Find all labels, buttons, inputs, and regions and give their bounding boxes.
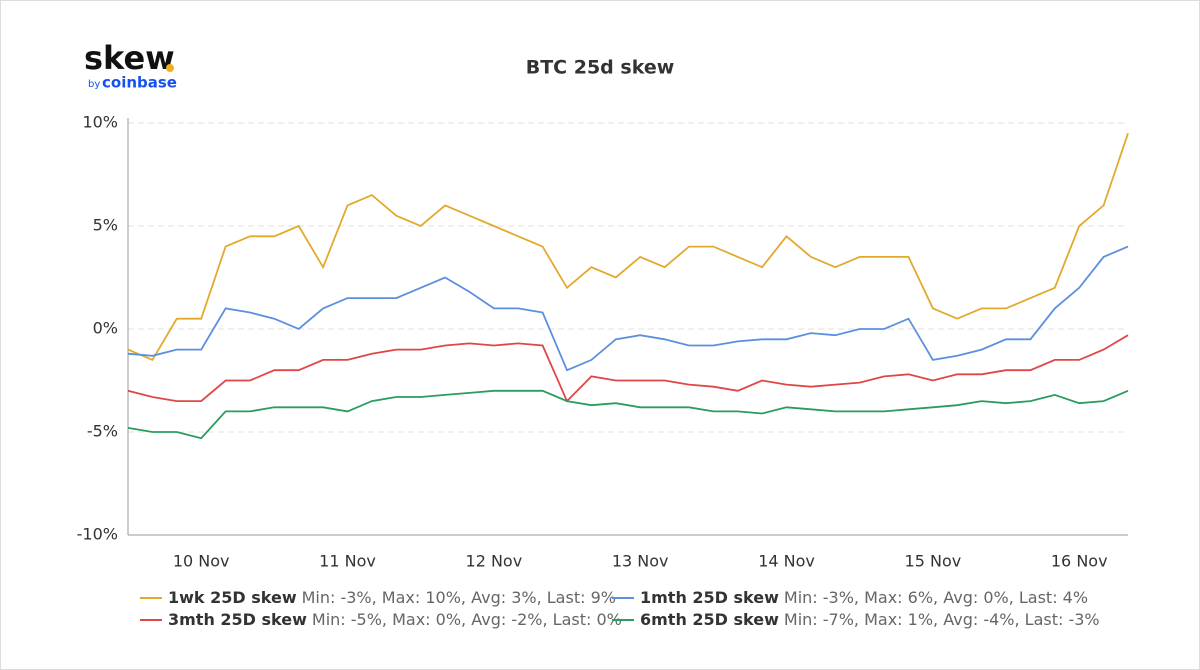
legend-entry: 3mth 25D skew Min: -5%, Max: 0%, Avg: -2%… [168,610,622,629]
y-tick-label: -10% [77,525,118,544]
logo-brand: coinbase [102,74,177,92]
x-tick-label: 13 Nov [612,552,669,571]
legend-stats: Min: -7%, Max: 1%, Avg: -4%, Last: -3% [784,610,1100,629]
chart-title: BTC 25d skew [526,57,675,79]
legend-stats: Min: -5%, Max: 0%, Avg: -2%, Last: 0% [312,610,622,629]
y-tick-label: 10% [82,113,118,132]
x-tick-label: 11 Nov [319,552,376,571]
y-tick-label: 0% [93,319,118,338]
x-tick-label: 12 Nov [466,552,523,571]
series-line [127,133,1129,362]
legend-entry: 6mth 25D skew Min: -7%, Max: 1%, Avg: -4%… [640,610,1100,629]
legend-name: 6mth 25D skew [640,610,779,629]
y-tick-label: -5% [87,422,118,441]
x-tick-label: 15 Nov [905,552,962,571]
x-tick-label: 16 Nov [1051,552,1108,571]
logo-name: skew [84,39,175,77]
legend-entry: 1wk 25D skew Min: -3%, Max: 10%, Avg: 3%,… [168,588,616,607]
x-tick-label: 10 Nov [173,552,230,571]
logo-dot [166,64,174,72]
series-line [127,245,1129,372]
logo-by: by [88,79,100,90]
x-tick-label: 14 Nov [758,552,815,571]
legend-name: 1mth 25D skew [640,588,779,607]
y-tick-label: 5% [93,216,118,235]
legend-entry: 1mth 25D skew Min: -3%, Max: 6%, Avg: 0%,… [640,588,1088,607]
legend-stats: Min: -3%, Max: 6%, Avg: 0%, Last: 4% [784,588,1088,607]
legend-stats: Min: -3%, Max: 10%, Avg: 3%, Last: 9% [302,588,616,607]
legend-name: 1wk 25D skew [168,588,297,607]
legend-name: 3mth 25D skew [168,610,307,629]
series-line [127,334,1129,403]
series-line [127,389,1129,440]
